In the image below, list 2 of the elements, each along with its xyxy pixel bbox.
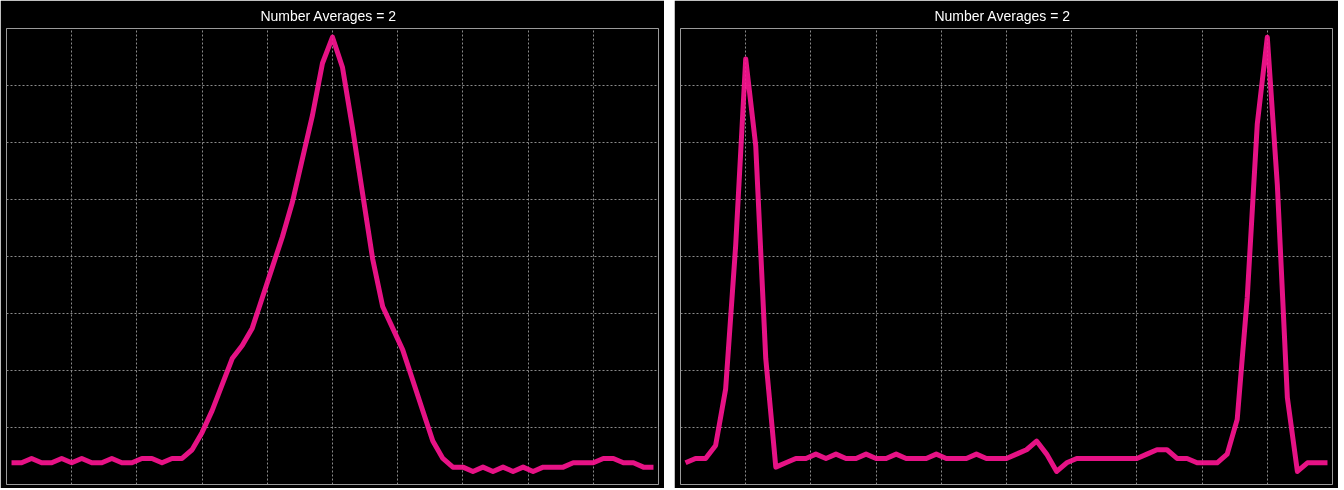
chart-title: Number Averages = 2 <box>934 7 1071 24</box>
chart-title: Number Averages = 2 <box>260 7 397 24</box>
